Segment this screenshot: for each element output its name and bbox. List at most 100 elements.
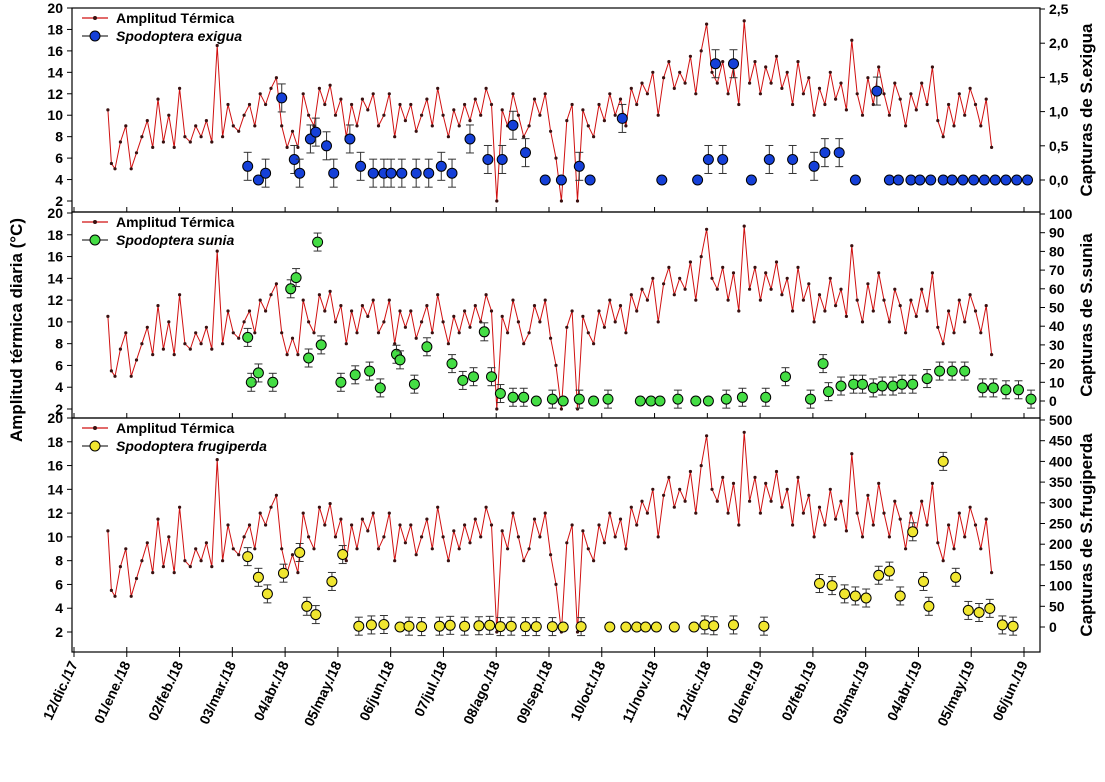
temperature-point-1-11 [161, 140, 165, 144]
temperature-point-1-42 [328, 83, 332, 87]
temperature-point-1-22 [221, 135, 225, 139]
right-tick-label-1-0,5: 0,5 [1049, 138, 1069, 154]
capture-marker-2-58 [1000, 384, 1012, 396]
right-tick-label-2-20: 20 [1049, 356, 1065, 372]
left-tick-label-1-16: 16 [47, 43, 63, 59]
temperature-point-1-132 [812, 113, 816, 117]
temperature-point-2-26 [242, 320, 246, 324]
temperature-point-2-153 [925, 309, 929, 313]
temperature-point-3-124 [769, 499, 773, 503]
temperature-point-1-67 [463, 102, 467, 107]
temperature-point-3-142 [866, 493, 870, 497]
temperature-point-1-20 [210, 140, 214, 144]
temperature-point-2-9 [151, 353, 155, 357]
temperature-point-2-69 [473, 304, 477, 308]
temperature-point-2-92 [597, 309, 601, 313]
temperature-point-2-16 [188, 347, 192, 351]
temperature-point-2-138 [844, 314, 849, 318]
capture-marker-3-39 [826, 580, 838, 592]
temperature-point-2-57 [409, 309, 413, 313]
legend-series-label-3: Spodoptera frugiperda [116, 438, 267, 454]
temperature-point-2-6 [134, 358, 139, 362]
temperature-point-2-163 [979, 331, 983, 335]
capture-marker-1-18 [435, 160, 447, 172]
temperature-point-3-69 [473, 517, 477, 521]
capture-marker-3-7 [326, 576, 338, 587]
capture-marker-3-27 [604, 621, 616, 633]
temperature-point-2-141 [860, 320, 865, 324]
capture-marker-2-20 [478, 326, 490, 338]
capture-marker-1-54 [989, 174, 1001, 186]
temperature-point-2-75 [506, 331, 510, 335]
temperature-point-2-21 [215, 249, 219, 253]
temperature-point-3-2 [113, 594, 117, 598]
temperature-point-1-122 [758, 92, 763, 96]
capture-marker-2-53 [934, 365, 946, 377]
capture-marker-3-10 [365, 619, 377, 631]
temperature-point-3-27 [247, 523, 252, 527]
capture-marker-2-5 [290, 272, 302, 284]
left-tick-label-1-10: 10 [47, 107, 63, 123]
right-tick-label-2-10: 10 [1049, 374, 1065, 390]
temperature-point-3-129 [796, 475, 800, 479]
temperature-point-2-148 [898, 304, 902, 308]
temperature-point-1-74 [500, 108, 504, 112]
temperature-point-2-53 [387, 298, 391, 302]
temperature-point-3-15 [183, 559, 187, 563]
temperature-point-1-135 [828, 70, 832, 74]
right-tick-label-1-0,0: 0,0 [1049, 172, 1069, 188]
temperature-point-1-53 [387, 92, 391, 96]
left-tick-label-1-2: 2 [55, 193, 63, 209]
temperature-point-3-140 [855, 511, 859, 515]
temperature-point-3-135 [828, 487, 832, 491]
temperature-point-1-164 [984, 97, 988, 101]
legend-series-marker-2 [89, 234, 101, 246]
capture-marker-1-16 [410, 167, 422, 179]
temperature-point-3-110 [694, 511, 698, 515]
temperature-point-1-26 [242, 113, 246, 117]
temperature-point-1-63 [441, 113, 445, 117]
capture-marker-2-34 [672, 393, 684, 405]
capture-marker-2-9 [335, 376, 347, 388]
temperature-point-1-158 [952, 124, 956, 128]
temperature-point-3-76 [511, 511, 515, 515]
temperature-point-3-132 [812, 535, 816, 539]
temperature-point-3-112 [705, 434, 709, 438]
left-tick-label-1-4: 4 [55, 172, 63, 188]
capture-marker-1-11 [355, 160, 367, 172]
temperature-point-2-43 [333, 320, 338, 324]
temperature-point-3-4 [124, 547, 128, 551]
temperature-point-3-94 [608, 511, 612, 515]
temperature-point-3-3 [118, 565, 122, 569]
right-tick-label-2-70: 70 [1049, 262, 1065, 278]
capture-marker-2-12 [374, 382, 386, 394]
legend-series-label-1: Spodoptera exigua [116, 28, 242, 44]
right-tick-label-3-50: 50 [1049, 598, 1065, 614]
capture-marker-1-9 [328, 167, 340, 179]
temperature-point-3-42 [328, 502, 332, 506]
capture-marker-3-30 [640, 621, 652, 633]
temperature-point-3-17 [194, 547, 198, 551]
temperature-point-1-154 [930, 65, 935, 69]
temperature-point-3-100 [640, 499, 644, 503]
x-tick-label-0: 12/dic./17 [40, 658, 81, 722]
capture-marker-1-25 [539, 174, 551, 186]
temperature-point-2-61 [430, 331, 434, 335]
temperature-point-2-37 [301, 298, 305, 302]
temperature-point-2-95 [613, 320, 617, 324]
temperature-point-2-72 [489, 309, 494, 313]
temperature-point-1-43 [333, 113, 338, 117]
temperature-point-3-19 [204, 541, 208, 545]
temperature-point-2-87 [570, 309, 574, 313]
temperature-point-2-4 [124, 331, 128, 335]
temperature-point-3-147 [893, 499, 897, 503]
legend-temperature-label-3: Amplitud Térmica [116, 420, 234, 436]
temperature-point-1-86 [565, 119, 569, 123]
capture-marker-2-57 [987, 382, 999, 394]
temperature-point-2-124 [769, 287, 773, 291]
temperature-point-1-17 [194, 124, 198, 128]
temperature-point-3-30 [264, 523, 268, 527]
capture-marker-2-42 [817, 358, 829, 370]
capture-marker-1-36 [745, 174, 757, 186]
temperature-point-1-112 [705, 22, 709, 26]
